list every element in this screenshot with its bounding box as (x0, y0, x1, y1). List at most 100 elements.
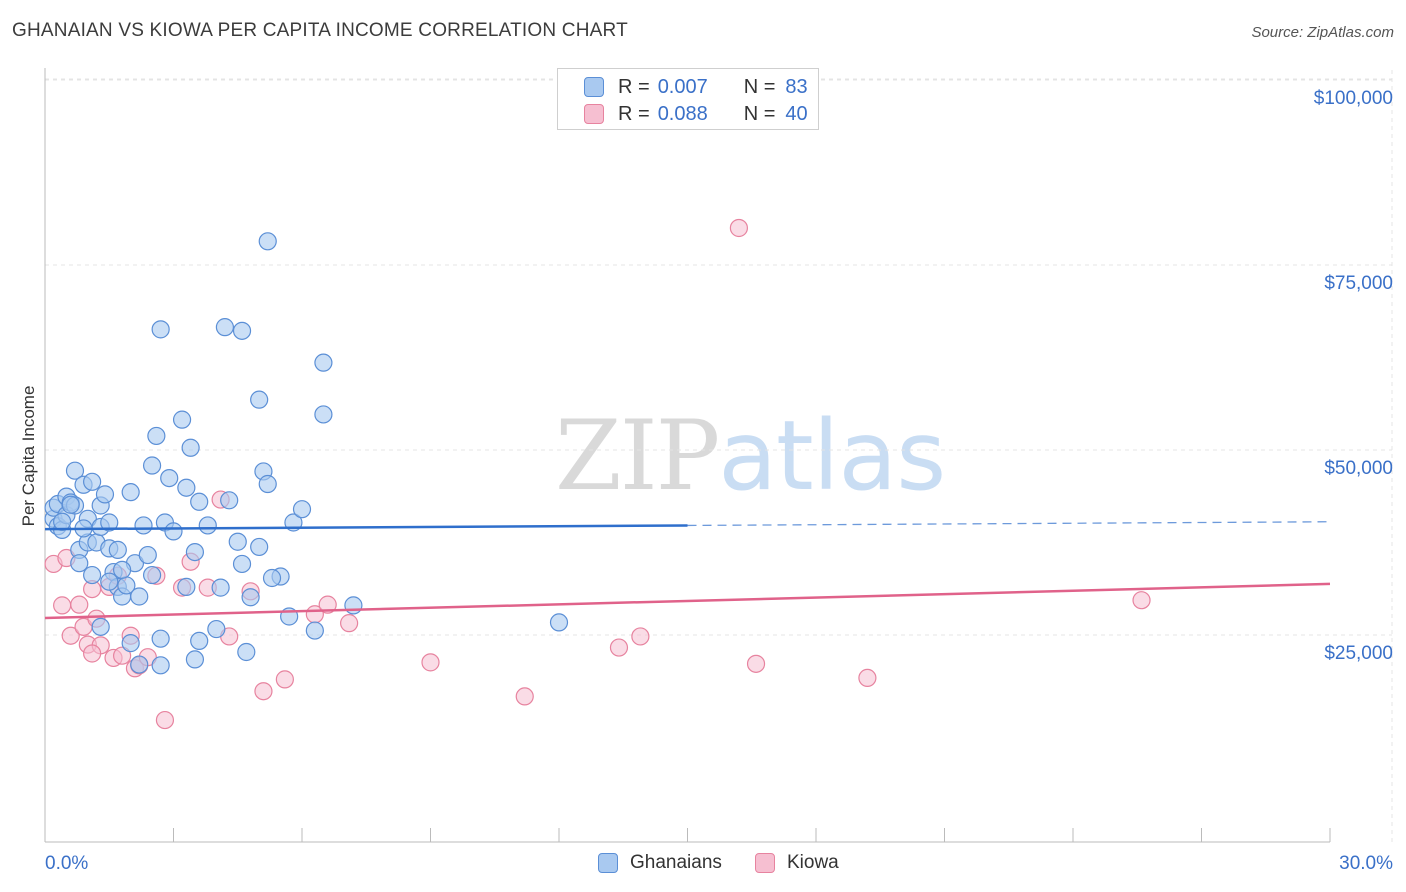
ghanaian-point (198, 516, 217, 535)
ghanaian-point (100, 513, 119, 532)
ghanaian-point (100, 572, 119, 591)
ghanaian-point (258, 474, 277, 494)
ghanaian-trend-extension (687, 521, 1331, 527)
ghanaian-point (108, 540, 127, 559)
ghanaian-point (314, 353, 333, 372)
ghanaian-point (130, 587, 149, 606)
kiowa-points (44, 218, 1151, 730)
watermark-zip: ZIP (555, 400, 720, 512)
y-axis-label: Per Capita Income (19, 386, 38, 527)
kiowa-point (340, 614, 359, 633)
ghanaian-point (237, 642, 256, 662)
kiowa-point (609, 638, 629, 657)
ghanaian-point (220, 491, 239, 510)
n-label: N = (743, 75, 776, 98)
kiowa-point (83, 644, 102, 663)
ghanaian-point (250, 537, 269, 557)
ghanaian-point (147, 426, 166, 446)
ghanaians-legend-swatch (598, 853, 618, 873)
kiowa-point (515, 687, 534, 706)
ghanaian-point (262, 568, 282, 588)
ghanaian-point (151, 629, 170, 648)
kiowa-swatch (584, 104, 604, 124)
ghanaian-point (314, 405, 333, 424)
y-tick-label: $75,000 (1324, 273, 1393, 294)
ghanaian-point (65, 461, 85, 480)
ghanaian-point (232, 321, 252, 340)
ghanaian-point (138, 545, 157, 565)
kiowa-point (254, 682, 273, 701)
ghanaian-point (151, 656, 170, 675)
ghanaian-point (121, 483, 140, 502)
ghanaian-point (215, 318, 234, 337)
ghanaian-point (172, 410, 192, 429)
ghanaian-point (177, 478, 196, 497)
ghanaian-point (61, 495, 80, 514)
ghanaian-trend-line (44, 524, 688, 531)
n-value: 83 (785, 75, 808, 98)
ghanaian-point (250, 390, 269, 409)
stats-legend: R = 0.007 N = 83 R = 0.088 N = 40 (557, 68, 819, 130)
ghanaian-point (142, 456, 162, 475)
y-tick-label: $50,000 (1324, 458, 1393, 479)
ghanaian-point (241, 588, 260, 607)
kiowa-point (858, 668, 877, 688)
n-value: 40 (785, 102, 808, 125)
kiowa-point (1132, 591, 1151, 610)
stats-row-kiowa: R = 0.088 N = 40 (558, 101, 808, 127)
x-tick-label-max: 30.0% (1339, 853, 1393, 874)
legend-item-ghanaians: Ghanaians (598, 852, 722, 874)
ghanaian-point (70, 554, 89, 573)
ghanaian-point (185, 542, 205, 562)
source-credit: Source: ZipAtlas.com (1251, 24, 1394, 41)
legend-item-kiowa: Kiowa (755, 852, 839, 874)
ghanaian-point (91, 617, 110, 636)
y-tick-label: $25,000 (1324, 643, 1393, 664)
ghanaian-point (292, 500, 312, 519)
gridlines (45, 70, 1393, 842)
y-tick-label: $100,000 (1314, 88, 1393, 109)
n-label: N = (743, 102, 776, 125)
watermark: ZIPatlas (555, 400, 946, 512)
ghanaian-point (121, 634, 140, 653)
ghanaians-swatch (584, 77, 604, 97)
ghanaian-point (190, 492, 209, 511)
r-value: 0.088 (657, 102, 708, 125)
ghanaian-point (83, 565, 102, 585)
axis-labels: $25,000 $50,000 $75,000 $100,000 0.0% 30.0% Pe… (19, 88, 1393, 874)
kiowa-trend-line (44, 582, 1331, 620)
legend-label-ghanaians: Ghanaians (630, 852, 722, 873)
ghanaian-points (44, 232, 569, 675)
kiowa-point (275, 670, 294, 689)
kiowa-point (746, 654, 766, 673)
ghanaian-point (258, 232, 277, 251)
r-label: R = (618, 102, 650, 125)
x-tick-label-min: 0.0% (45, 853, 88, 874)
ghanaian-point (95, 485, 115, 504)
kiowa-point (631, 627, 650, 646)
ghanaian-point (177, 577, 196, 596)
kiowa-point (70, 595, 89, 614)
ghanaian-point (164, 522, 183, 541)
ghanaian-point (142, 565, 162, 585)
stats-row-ghanaians: R = 0.007 N = 83 (558, 74, 808, 100)
kiowa-legend-swatch (755, 853, 775, 873)
ghanaian-point (232, 554, 252, 574)
chart-title: GHANAIAN VS KIOWA PER CAPITA INCOME CORR… (12, 20, 628, 41)
ghanaian-point (228, 532, 247, 551)
r-label: R = (618, 75, 650, 98)
ghanaian-point (130, 655, 149, 674)
ghanaian-point (211, 578, 230, 597)
ghanaian-point (549, 613, 569, 632)
r-value: 0.007 (657, 75, 708, 98)
kiowa-point (729, 218, 749, 238)
ghanaian-point (181, 438, 200, 457)
ghanaian-point (160, 469, 179, 488)
trend-lines (44, 521, 1331, 620)
ghanaian-point (185, 650, 205, 669)
legend-label-kiowa: Kiowa (787, 852, 839, 873)
watermark-atlas: atlas (718, 400, 946, 512)
ghanaian-point (53, 512, 72, 531)
kiowa-point (318, 595, 337, 614)
